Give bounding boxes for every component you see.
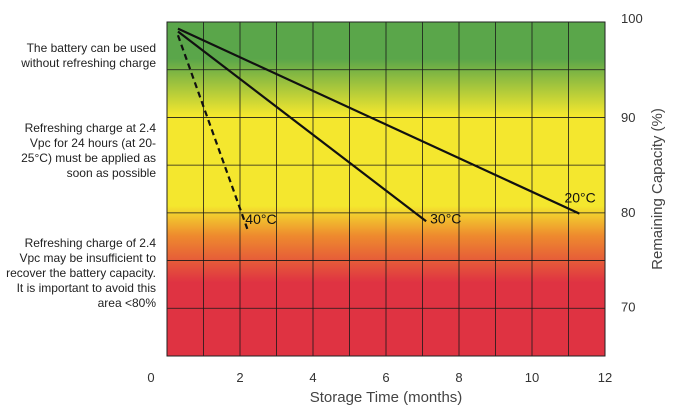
zone-note-yellow: Refreshing charge at 2.4 Vpc for 24 hour…	[21, 121, 156, 180]
y-tick-label: 70	[621, 300, 635, 315]
y-tick-label: 100	[621, 11, 643, 26]
x-tick-label: 8	[455, 370, 462, 385]
x-tick-label: 10	[525, 370, 539, 385]
x-tick-label: 6	[382, 370, 389, 385]
plot-border	[166, 21, 606, 357]
series-label: 40°C	[245, 211, 276, 227]
series-label: 30°C	[430, 210, 461, 226]
series-line-1	[177, 30, 427, 223]
series-lines: 20°C 30°C 40°C	[176, 27, 596, 230]
zone-note-red: Refreshing charge of 2.4 Vpc may be insu…	[6, 236, 156, 310]
x-tick-label: 4	[309, 370, 316, 385]
x-tick-label: 0	[147, 370, 154, 385]
y-tick-label: 90	[621, 110, 635, 125]
grid	[167, 22, 605, 356]
x-tick-label: 2	[236, 370, 243, 385]
y-tick-label: 80	[621, 205, 635, 220]
series-line-2	[176, 34, 249, 230]
x-tick-labels: 0 2 4 6 8 10 12	[147, 370, 612, 385]
zone-note-green: The battery can be used without refreshi…	[21, 41, 156, 70]
series-label: 20°C	[564, 190, 595, 206]
y-tick-labels: 70 80 90 100	[621, 11, 643, 315]
x-axis-label: Storage Time (months)	[310, 389, 463, 406]
x-tick-label: 12	[598, 370, 612, 385]
series-line-0	[177, 27, 580, 215]
y-axis-label: Remaining Capacity (%)	[649, 108, 666, 270]
